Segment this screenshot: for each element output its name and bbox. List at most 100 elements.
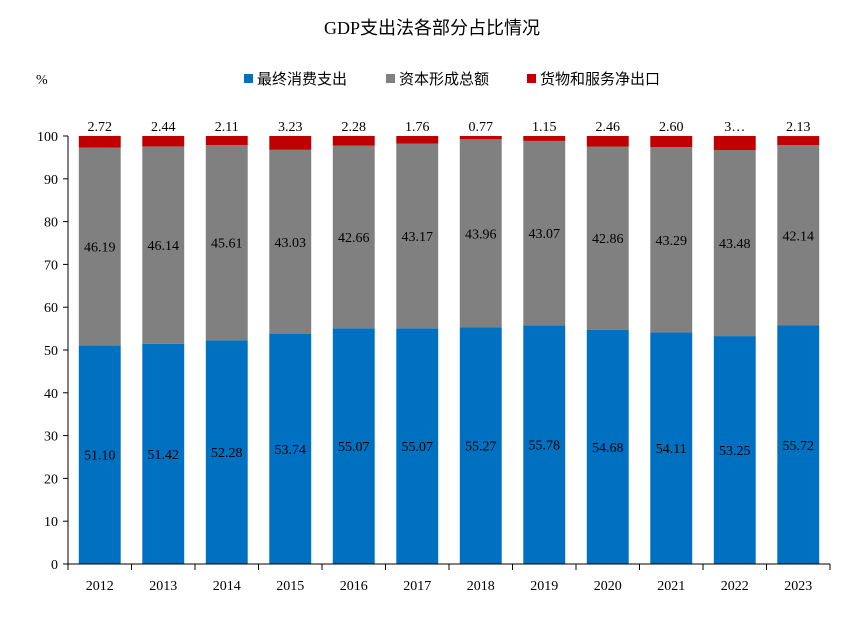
y-tick-label: 90 <box>44 173 58 188</box>
data-label: 46.19 <box>84 240 116 255</box>
data-label: 43.07 <box>529 227 561 242</box>
y-tick-label: 50 <box>44 344 58 359</box>
bar-segment <box>523 325 566 564</box>
x-tick-label: 2014 <box>213 579 241 594</box>
bar-segment <box>523 136 566 141</box>
data-label: 46.14 <box>148 239 180 254</box>
legend-swatch-3 <box>527 74 536 83</box>
y-tick-label: 0 <box>51 558 58 573</box>
bar-segment <box>459 139 502 328</box>
bar-segment <box>396 136 439 144</box>
data-label: 55.78 <box>529 439 561 454</box>
bar-segment <box>777 325 820 564</box>
data-label: 54.11 <box>656 442 687 457</box>
data-label: 2.13 <box>786 120 811 135</box>
data-label: 2.11 <box>215 120 239 135</box>
data-label: 43.03 <box>275 236 307 251</box>
data-label: 55.07 <box>338 440 370 455</box>
data-label: 53.74 <box>275 443 307 458</box>
y-tick-label: 70 <box>44 258 58 273</box>
bar-segment <box>78 345 121 564</box>
bar-segment <box>269 333 312 564</box>
data-label: 42.66 <box>338 231 370 246</box>
bar-segment <box>713 149 756 337</box>
x-tick-label: 2021 <box>657 579 685 594</box>
y-tick-label: 80 <box>44 216 58 231</box>
legend: 最终消费支出 资本形成总额 货物和服务净出口 <box>244 70 660 88</box>
data-label: 43.17 <box>402 230 434 245</box>
data-labels: 51.10 46.19 2.72 51.42 46.14 2.44 52.28 45.61 2.… <box>84 120 814 464</box>
bar-segment <box>396 328 439 564</box>
y-axis-unit-label: % <box>36 73 48 88</box>
bar-segment <box>650 332 693 564</box>
bar-segment <box>78 135 121 148</box>
bar-segment <box>459 327 502 564</box>
bar-segment <box>205 136 248 146</box>
legend-swatch-1 <box>244 74 253 83</box>
x-tick-label: 2023 <box>784 579 812 594</box>
data-label: 1.76 <box>405 120 430 135</box>
data-label: 55.07 <box>402 440 434 455</box>
data-label: 55.72 <box>783 439 815 454</box>
y-tick-label: 40 <box>44 387 58 402</box>
bar-segment <box>650 147 693 333</box>
y-axis-ticks: 0 10 20 30 40 50 60 70 80 90 100 <box>37 130 69 573</box>
x-tick-label: 2017 <box>403 579 431 594</box>
data-label: 3.23 <box>278 120 303 135</box>
data-label: 3… <box>724 120 745 135</box>
data-label: 52.28 <box>211 446 243 461</box>
y-tick-label: 60 <box>44 301 58 316</box>
y-tick-label: 30 <box>44 430 58 445</box>
x-tick-label: 2020 <box>594 579 622 594</box>
bar-segment <box>777 136 820 146</box>
data-label: 43.48 <box>719 237 751 252</box>
bar-segment <box>332 145 375 329</box>
bar-segment <box>713 336 756 564</box>
data-label: 2.72 <box>88 120 113 135</box>
y-tick-label: 10 <box>44 515 58 530</box>
y-tick-label: 100 <box>37 130 58 145</box>
x-tick-label: 2022 <box>721 579 749 594</box>
bar-segment <box>396 143 439 329</box>
legend-label-3: 货物和服务净出口 <box>540 70 660 88</box>
x-axis: 2012 2013 2014 2015 2016 2017 2018 2019 2020 2021… <box>67 563 831 594</box>
data-label: 2.44 <box>151 120 176 135</box>
bar-segment <box>523 140 566 326</box>
x-tick-label: 2019 <box>530 579 558 594</box>
bar-segment <box>586 329 629 564</box>
x-tick-label: 2015 <box>276 579 304 594</box>
data-label: 43.29 <box>656 234 688 249</box>
bar-segment <box>586 146 629 330</box>
data-label: 42.86 <box>592 232 624 247</box>
bar-segment <box>713 136 756 150</box>
bar-segment <box>459 136 502 140</box>
bar-segment <box>586 136 629 147</box>
bar-segment <box>205 340 248 564</box>
data-label: 51.42 <box>148 448 180 463</box>
data-label: 2.60 <box>659 120 684 135</box>
data-label: 51.10 <box>84 449 116 464</box>
bars <box>78 135 820 564</box>
bar-segment <box>142 136 185 147</box>
data-label: 2.28 <box>342 120 367 135</box>
data-label: 43.96 <box>465 227 497 242</box>
data-label: 2.46 <box>596 120 621 135</box>
chart-title: GDP支出法各部分占比情况 <box>324 18 540 38</box>
bar-segment <box>332 328 375 564</box>
x-tick-label: 2013 <box>149 579 177 594</box>
data-label: 53.25 <box>719 444 751 459</box>
data-label: 45.61 <box>211 237 243 252</box>
legend-label-1: 最终消费支出 <box>257 70 347 88</box>
bar-segment <box>142 343 185 564</box>
legend-swatch-2 <box>386 74 395 83</box>
bar-segment <box>269 149 312 334</box>
data-label: 54.68 <box>592 441 624 456</box>
data-label: 42.14 <box>783 229 815 244</box>
bar-segment <box>205 145 248 341</box>
data-label: 1.15 <box>532 120 557 135</box>
bar-segment <box>332 135 375 146</box>
x-tick-label: 2018 <box>467 579 495 594</box>
x-tick-label: 2012 <box>86 579 114 594</box>
